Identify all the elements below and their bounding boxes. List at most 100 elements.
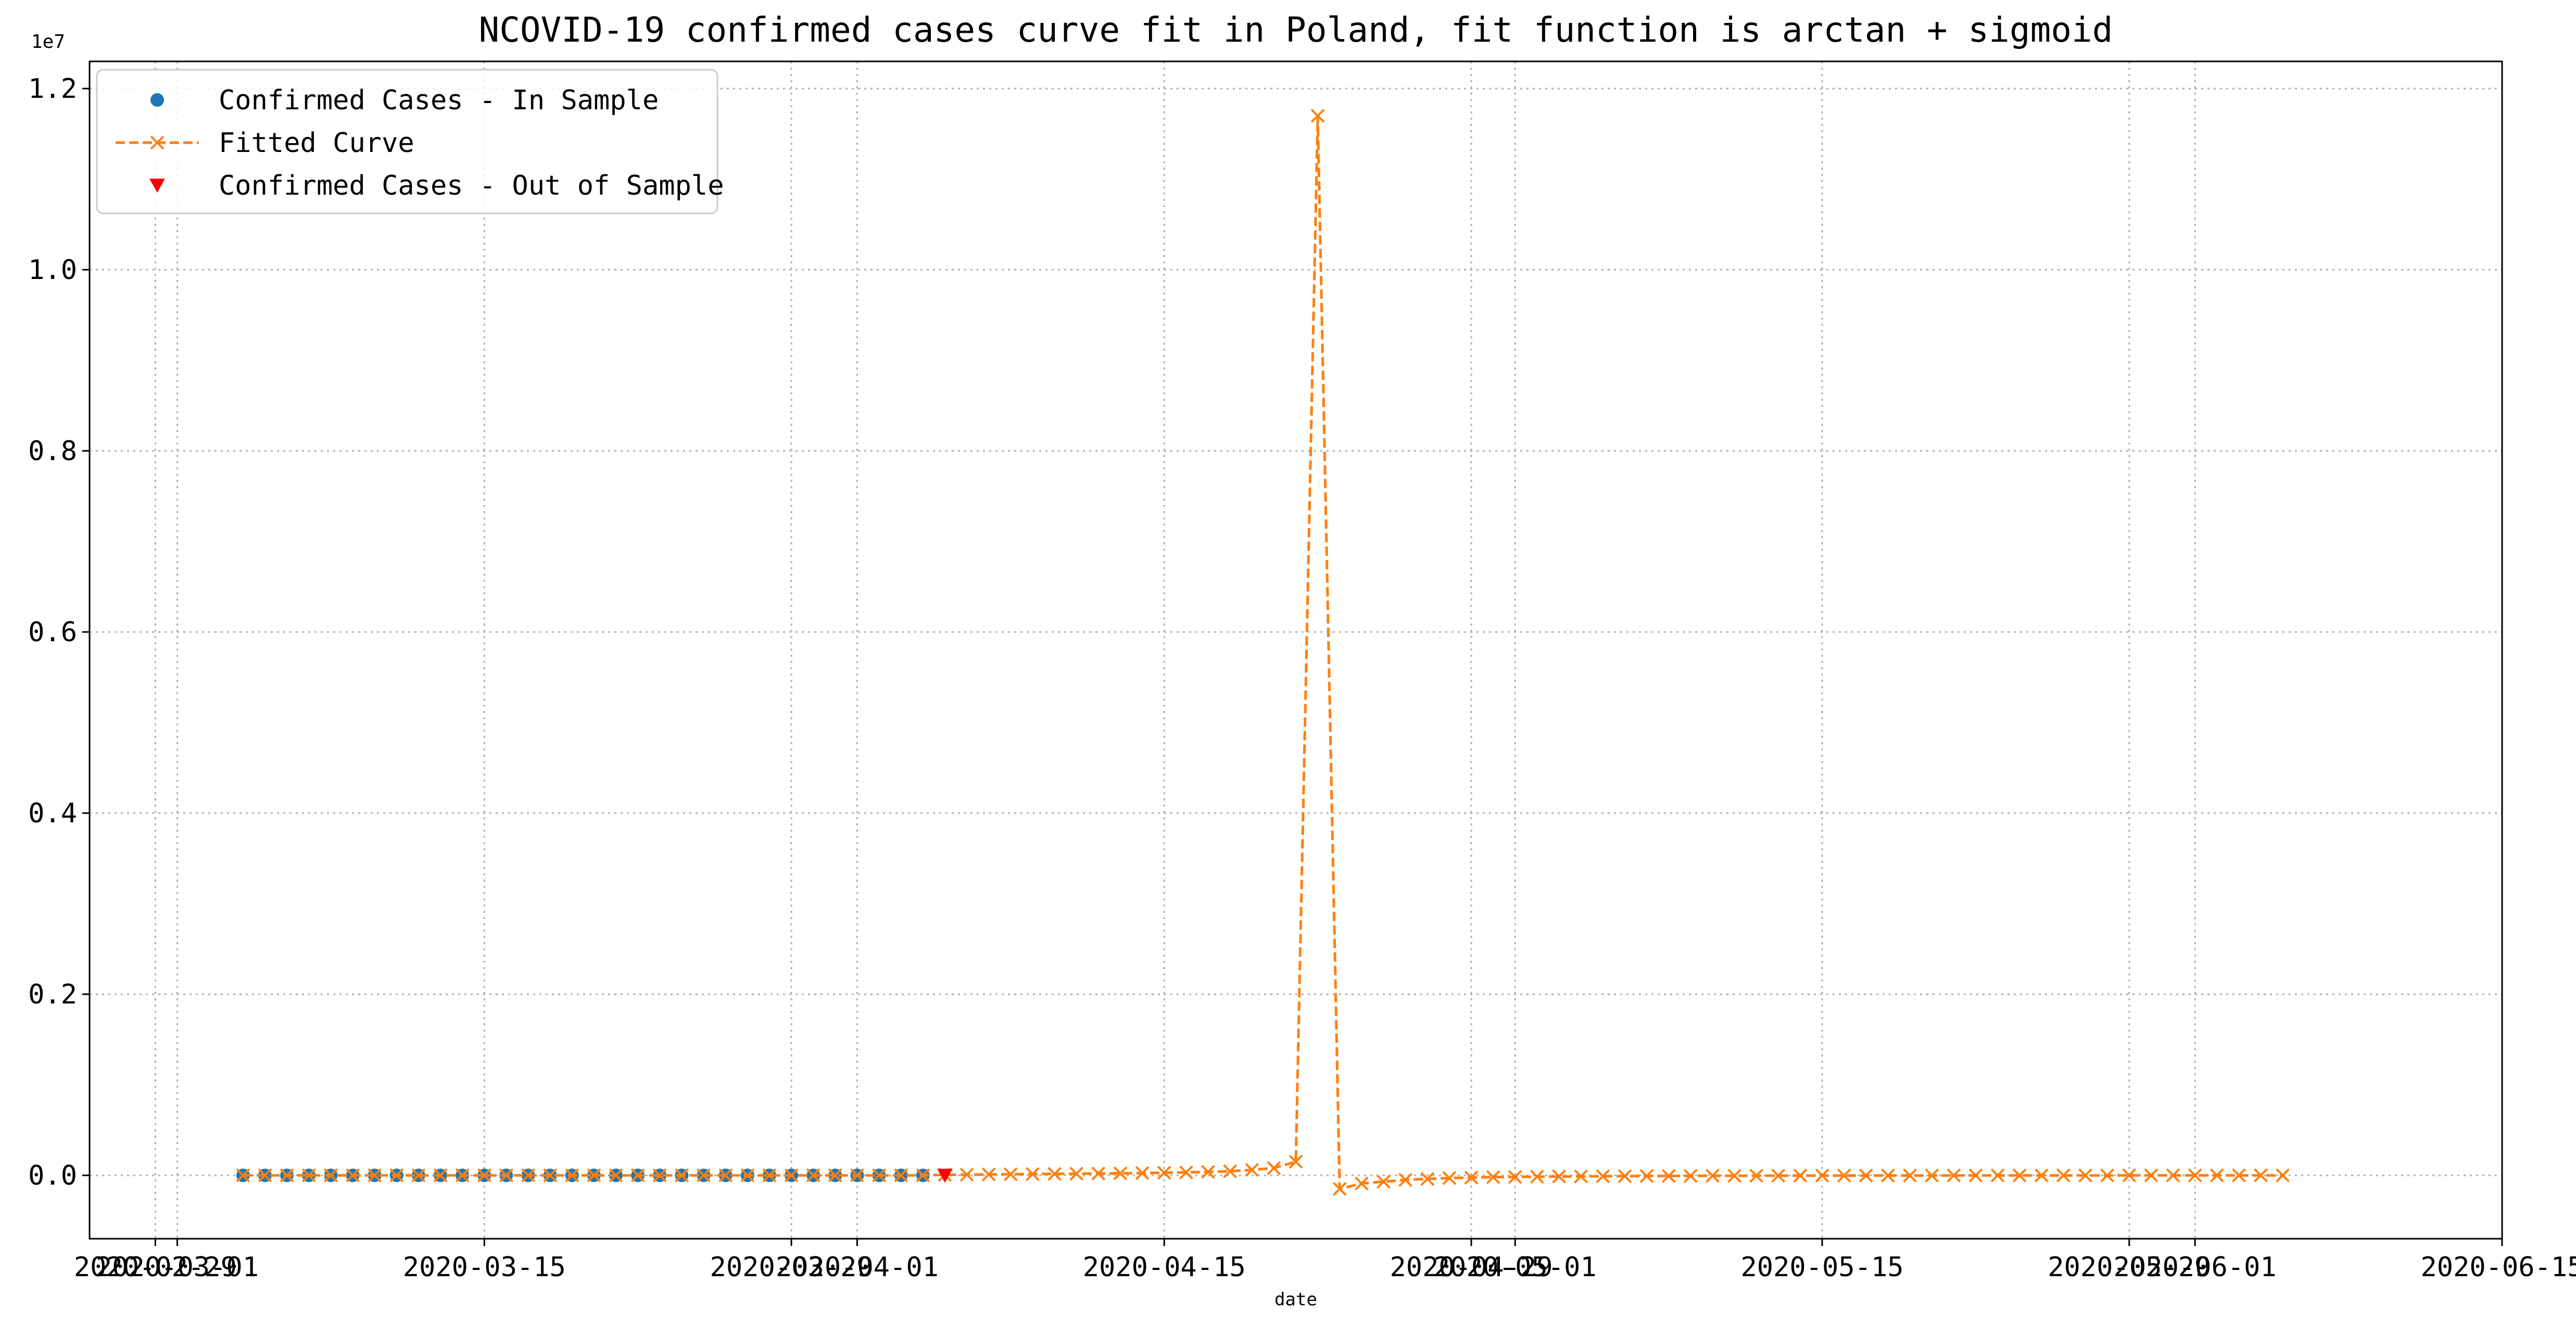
fitted-curve-point — [1398, 1173, 1413, 1187]
fitted-curve-point — [828, 1168, 842, 1183]
fitted-curve-point — [1990, 1168, 2005, 1183]
fitted-curve-point — [1135, 1166, 1150, 1180]
fitted-curve-point — [2254, 1168, 2268, 1183]
fitted-curve-point — [1310, 108, 1325, 123]
fitted-curve-point — [477, 1168, 491, 1183]
fitted-curve-point — [1179, 1165, 1193, 1180]
legend-box — [96, 69, 718, 214]
chart-title: NCOVID-19 confirmed cases curve fit in P… — [478, 10, 2113, 50]
x-tick-label: 2020-03-29 — [710, 1252, 873, 1283]
fitted-curve-point — [2056, 1168, 2070, 1183]
axes-layer: 0.0 0.2 0.4 0.6 0.8 1.0 1.2 2020-02-292020-03-0… — [28, 60, 2576, 1283]
fitted-curve-point — [1354, 1176, 1369, 1191]
x-tick-label: 2020-06-01 — [2114, 1252, 2277, 1283]
fitted-curve-point — [740, 1168, 755, 1183]
fitted-curve-point — [1618, 1169, 1632, 1184]
fitted-curve-line — [243, 114, 2283, 1190]
y-tick-label: 0.6 — [28, 617, 77, 648]
fitted-curve-point — [1793, 1168, 1808, 1183]
series-layer — [236, 108, 2290, 1196]
fitted-curve-point — [850, 1168, 864, 1183]
x-tick-label: 2020-05-15 — [1741, 1252, 1904, 1283]
x-tick-label: 2020-03-01 — [96, 1252, 259, 1283]
fitted-curve-point — [1859, 1168, 1873, 1183]
x-tick-label: 2020-04-29 — [1390, 1252, 1552, 1283]
fitted-curve-point — [1947, 1168, 1961, 1183]
legend-in-sample-marker — [150, 93, 164, 107]
y-tick-label: 1.0 — [28, 255, 77, 286]
y-tick-label: 0.8 — [28, 436, 77, 467]
fitted-curve-point — [894, 1168, 908, 1183]
fitted-curve-point — [1706, 1168, 1720, 1183]
fitted-curve-point — [1332, 1181, 1347, 1196]
fitted-curve-point — [368, 1168, 382, 1183]
legend-label: Fitted Curve — [219, 128, 414, 159]
fitted-curve-point — [1749, 1168, 1764, 1183]
fitted-curve-point — [1003, 1167, 1018, 1181]
fitted-curve-point — [346, 1168, 360, 1183]
x-tick-label: 2020-04-01 — [776, 1252, 939, 1283]
y-axis-offset-label: 1e7 — [31, 31, 65, 53]
x-tick-label: 2020-05-01 — [1434, 1252, 1597, 1283]
fitted-curve-point — [1508, 1170, 1522, 1184]
fitted-curve-point — [2188, 1168, 2202, 1183]
x-tick-label: 2020-04-15 — [1083, 1252, 1246, 1283]
x-tick-label: 2020-03-15 — [403, 1252, 566, 1283]
fitted-curve-point — [1377, 1174, 1391, 1189]
fitted-curve-point — [411, 1168, 426, 1183]
fitted-curve-point — [543, 1168, 558, 1183]
fitted-curve-point — [1442, 1171, 1457, 1185]
fitted-curve-point — [1639, 1169, 1654, 1184]
axes-frame — [89, 60, 2503, 1240]
fitted-curve-point — [2166, 1168, 2180, 1183]
fitted-curve-point — [872, 1168, 886, 1183]
legend-fitted-marker — [150, 135, 165, 150]
fitted-curve-point — [1245, 1163, 1259, 1177]
fitted-curve-point — [455, 1168, 470, 1183]
fitted-curve-point — [1486, 1170, 1500, 1185]
fitted-curve-point — [280, 1168, 294, 1183]
fitted-curve-point — [675, 1168, 689, 1183]
fitted-curve-point — [784, 1168, 799, 1183]
y-tick-label: 0.0 — [28, 1160, 77, 1191]
fitted-curve-point — [2034, 1168, 2049, 1183]
fitted-curve-point — [236, 1168, 250, 1183]
fitted-curve-point — [2100, 1168, 2115, 1183]
fitted-curve-point — [2209, 1168, 2224, 1183]
fitted-curve-point — [1113, 1166, 1128, 1180]
fitted-curve-point — [1091, 1166, 1106, 1181]
fitted-curve-point — [433, 1168, 448, 1183]
fitted-curve-point — [2232, 1168, 2246, 1183]
legend-label: Confirmed Cases - Out of Sample — [219, 170, 724, 201]
fitted-curve-point — [521, 1168, 535, 1183]
legend-out-of-sample-marker — [149, 179, 165, 193]
fitted-curve-point — [1223, 1164, 1238, 1178]
fitted-curve-point — [1530, 1170, 1544, 1184]
fitted-curve-point — [1815, 1168, 1829, 1183]
fitted-curve-point — [2012, 1168, 2027, 1183]
fitted-curve-point — [652, 1168, 667, 1183]
fitted-curve-point — [718, 1168, 733, 1183]
y-tick-label: 0.4 — [28, 798, 77, 829]
fitted-curve-point — [1925, 1168, 1939, 1183]
x-tick-label: 2020-02-29 — [74, 1252, 237, 1283]
fitted-curve-point — [1837, 1168, 1851, 1183]
fitted-curve-point — [2276, 1168, 2290, 1183]
fitted-curve-point — [1968, 1168, 1983, 1183]
fitted-curve-point — [1289, 1154, 1303, 1169]
text-layer: NCOVID-19 confirmed cases curve fit in P… — [31, 10, 2113, 1310]
out-of-sample-point — [937, 1168, 953, 1183]
fitted-curve-point — [1771, 1168, 1786, 1183]
fitted-curve-point — [1157, 1165, 1171, 1180]
fitted-curve-point — [1881, 1168, 1895, 1183]
fitted-curve-point — [1903, 1168, 1917, 1183]
fitted-curve-point — [323, 1168, 338, 1183]
fitted-curve-point — [1552, 1170, 1566, 1184]
y-tick-label: 0.2 — [28, 979, 77, 1010]
y-tick-label: 1.2 — [28, 73, 77, 105]
fitted-curve-point — [2078, 1168, 2092, 1183]
x-tick-label: 2020-06-15 — [2420, 1252, 2576, 1283]
